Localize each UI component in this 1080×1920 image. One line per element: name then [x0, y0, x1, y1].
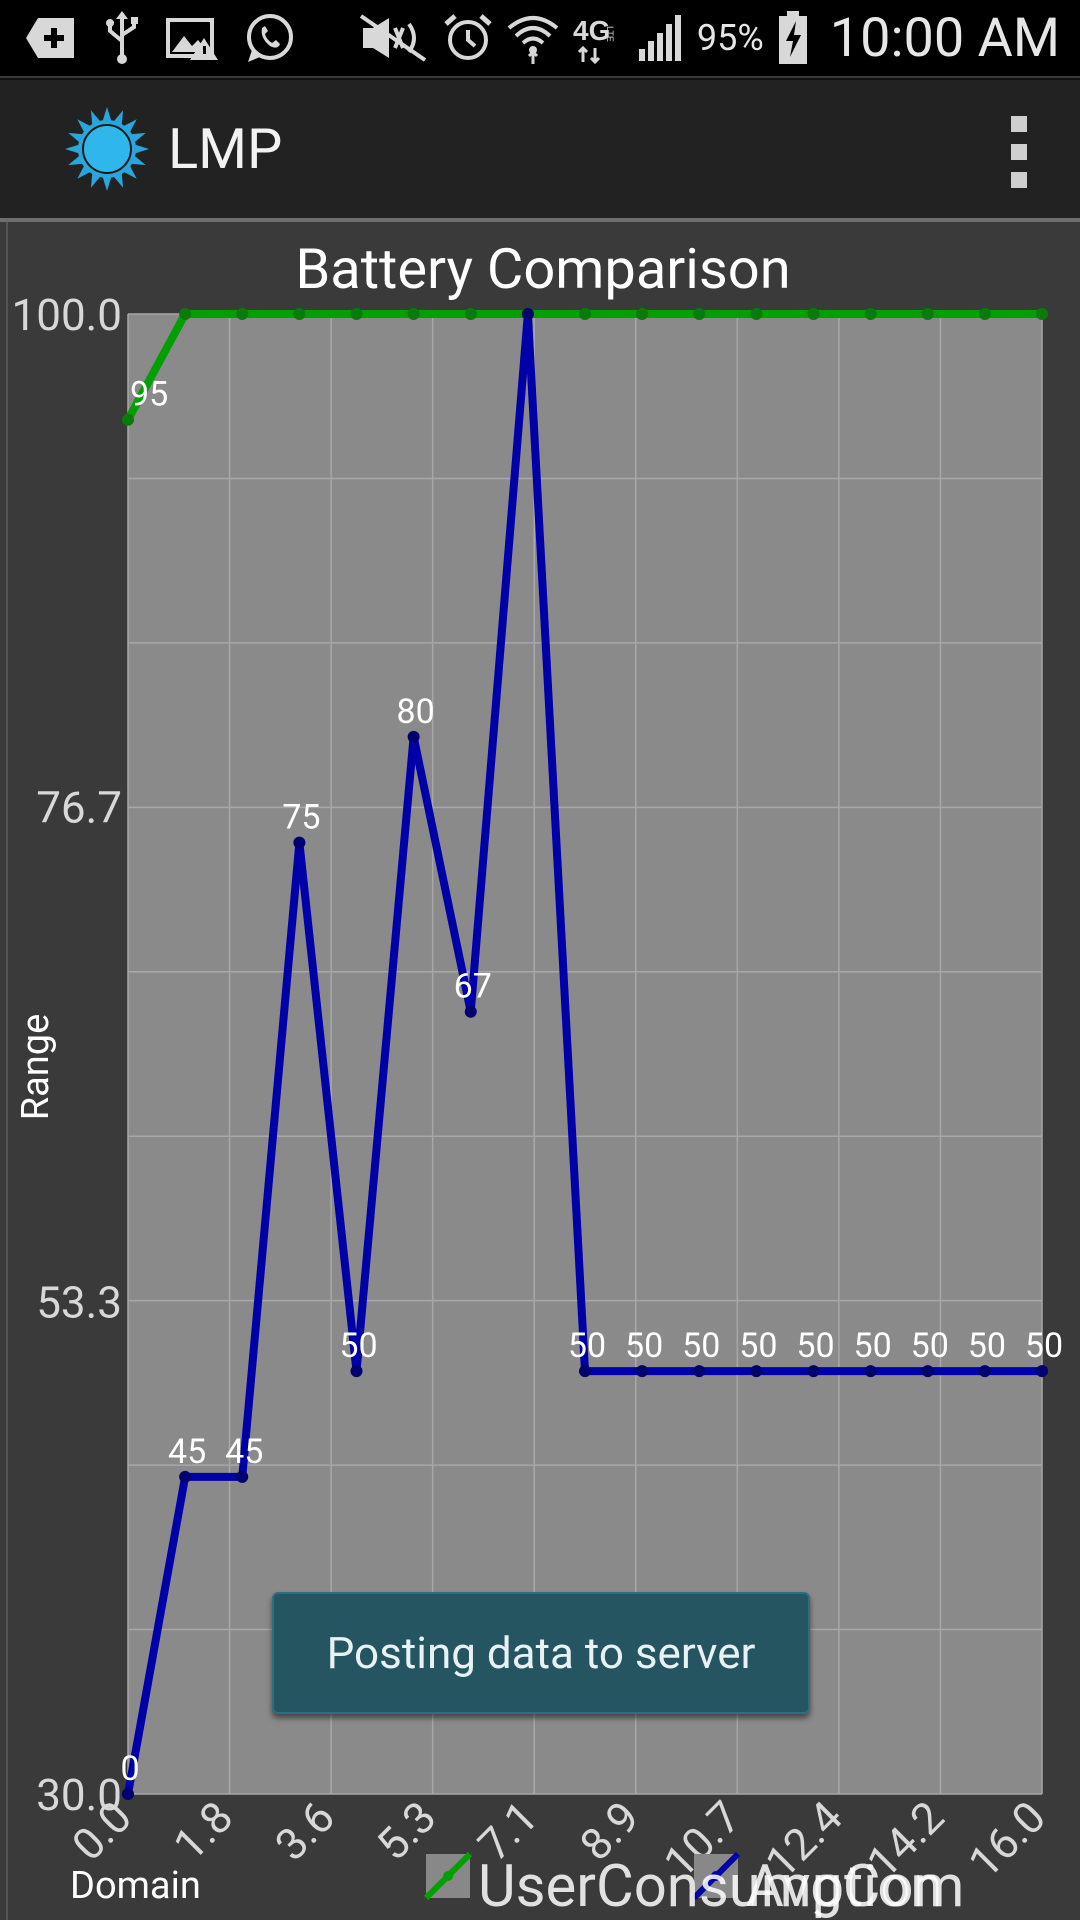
- sun-icon[interactable]: [64, 106, 150, 192]
- x-tick-label: 3.6: [265, 1791, 345, 1871]
- data-point: [807, 308, 820, 320]
- legend-swatch-dot: [711, 1871, 721, 1881]
- data-label: 0: [120, 1749, 139, 1789]
- data-label: 50: [625, 1326, 663, 1366]
- data-label: 75: [282, 798, 320, 838]
- 4g-lte-icon: 4G LTE: [573, 12, 623, 64]
- data-point: [636, 1365, 649, 1378]
- svg-text:LTE: LTE: [605, 26, 615, 42]
- wifi-icon: [507, 12, 559, 64]
- data-point: [921, 1365, 934, 1378]
- data-point: [407, 308, 420, 320]
- data-point: [1036, 308, 1048, 320]
- whatsapp-icon: [244, 12, 296, 64]
- data-point: [750, 1365, 763, 1378]
- data-label: 50: [911, 1326, 949, 1366]
- data-point: [921, 308, 934, 320]
- data-label: 50: [739, 1326, 777, 1366]
- data-point: [350, 1365, 363, 1378]
- data-label: 50: [796, 1326, 834, 1366]
- status-bar: 4G LTE 95% 10:00 AM: [0, 0, 1080, 76]
- data-point: [236, 1470, 249, 1483]
- data-point: [293, 308, 306, 320]
- data-label: 67: [454, 967, 492, 1007]
- x-tick-label: 16.0: [958, 1791, 1055, 1888]
- battery-charging-icon: [778, 11, 808, 65]
- mute-icon: [359, 14, 429, 62]
- battery-percent: 95%: [696, 17, 764, 59]
- data-point: [636, 308, 649, 320]
- data-point: [293, 836, 306, 849]
- data-point: [179, 1470, 192, 1483]
- data-point: [521, 308, 534, 320]
- app-title: LMP: [168, 116, 283, 182]
- data-point: [579, 308, 591, 320]
- data-point: [864, 308, 877, 320]
- appbar-divider: [0, 218, 1080, 222]
- chart-title: Battery Comparison: [295, 236, 790, 302]
- image-warning-icon: [166, 16, 218, 60]
- data-label: 50: [1025, 1326, 1063, 1366]
- signal-icon: [637, 13, 683, 63]
- y-tick-label: 53.3: [36, 1276, 122, 1328]
- data-label: 50: [968, 1326, 1006, 1366]
- data-label: 45: [225, 1432, 263, 1472]
- data-point: [407, 730, 420, 743]
- data-point: [579, 1365, 591, 1378]
- legend-label: UserConsumption: [478, 1853, 942, 1920]
- data-label: 50: [339, 1326, 377, 1366]
- overflow-menu-icon[interactable]: [1004, 116, 1034, 188]
- app-bar: LMP: [0, 78, 1080, 220]
- y-tick-label: 30.0: [36, 1769, 122, 1821]
- data-point: [693, 308, 706, 320]
- plot-area: [128, 314, 1042, 1794]
- data-point: [464, 308, 477, 320]
- data-label: 45: [168, 1432, 206, 1472]
- toast-message: Posting data to server: [272, 1592, 810, 1714]
- data-label: 80: [397, 692, 435, 732]
- y-tick-label: 100.0: [11, 289, 122, 341]
- alarm-icon: [443, 12, 493, 64]
- data-point: [750, 308, 763, 320]
- data-point: [236, 308, 249, 320]
- data-label: 50: [682, 1326, 720, 1366]
- data-point: [978, 308, 991, 320]
- data-point: [978, 1365, 991, 1378]
- y-axis-label: Range: [14, 1014, 58, 1121]
- data-point: [807, 1365, 820, 1378]
- battery-chart: Battery Comparison Range 30.0 53.3 76.7 100.0…: [11, 236, 1063, 1920]
- data-point: [179, 308, 192, 320]
- data-point: [1036, 1365, 1048, 1378]
- data-point: [350, 308, 363, 320]
- x-axis-label: Domain: [70, 1864, 201, 1908]
- svg-text:4G: 4G: [573, 15, 610, 46]
- data-point: [464, 1005, 477, 1018]
- data-point: [122, 413, 134, 426]
- legend-label: AvgCom: [746, 1853, 964, 1920]
- data-point: [864, 1365, 877, 1378]
- legend-swatch-dot: [443, 1871, 453, 1881]
- x-tick-label: 1.8: [163, 1791, 243, 1871]
- data-point: [122, 1788, 134, 1800]
- data-point: [693, 1365, 706, 1378]
- add-icon: [24, 16, 78, 60]
- y-tick-label: 76.7: [36, 782, 122, 834]
- data-label: 50: [854, 1326, 892, 1366]
- data-label: 95: [130, 375, 168, 415]
- usb-icon: [104, 11, 140, 65]
- data-label: 50: [568, 1326, 606, 1366]
- clock: 10:00 AM: [829, 6, 1060, 70]
